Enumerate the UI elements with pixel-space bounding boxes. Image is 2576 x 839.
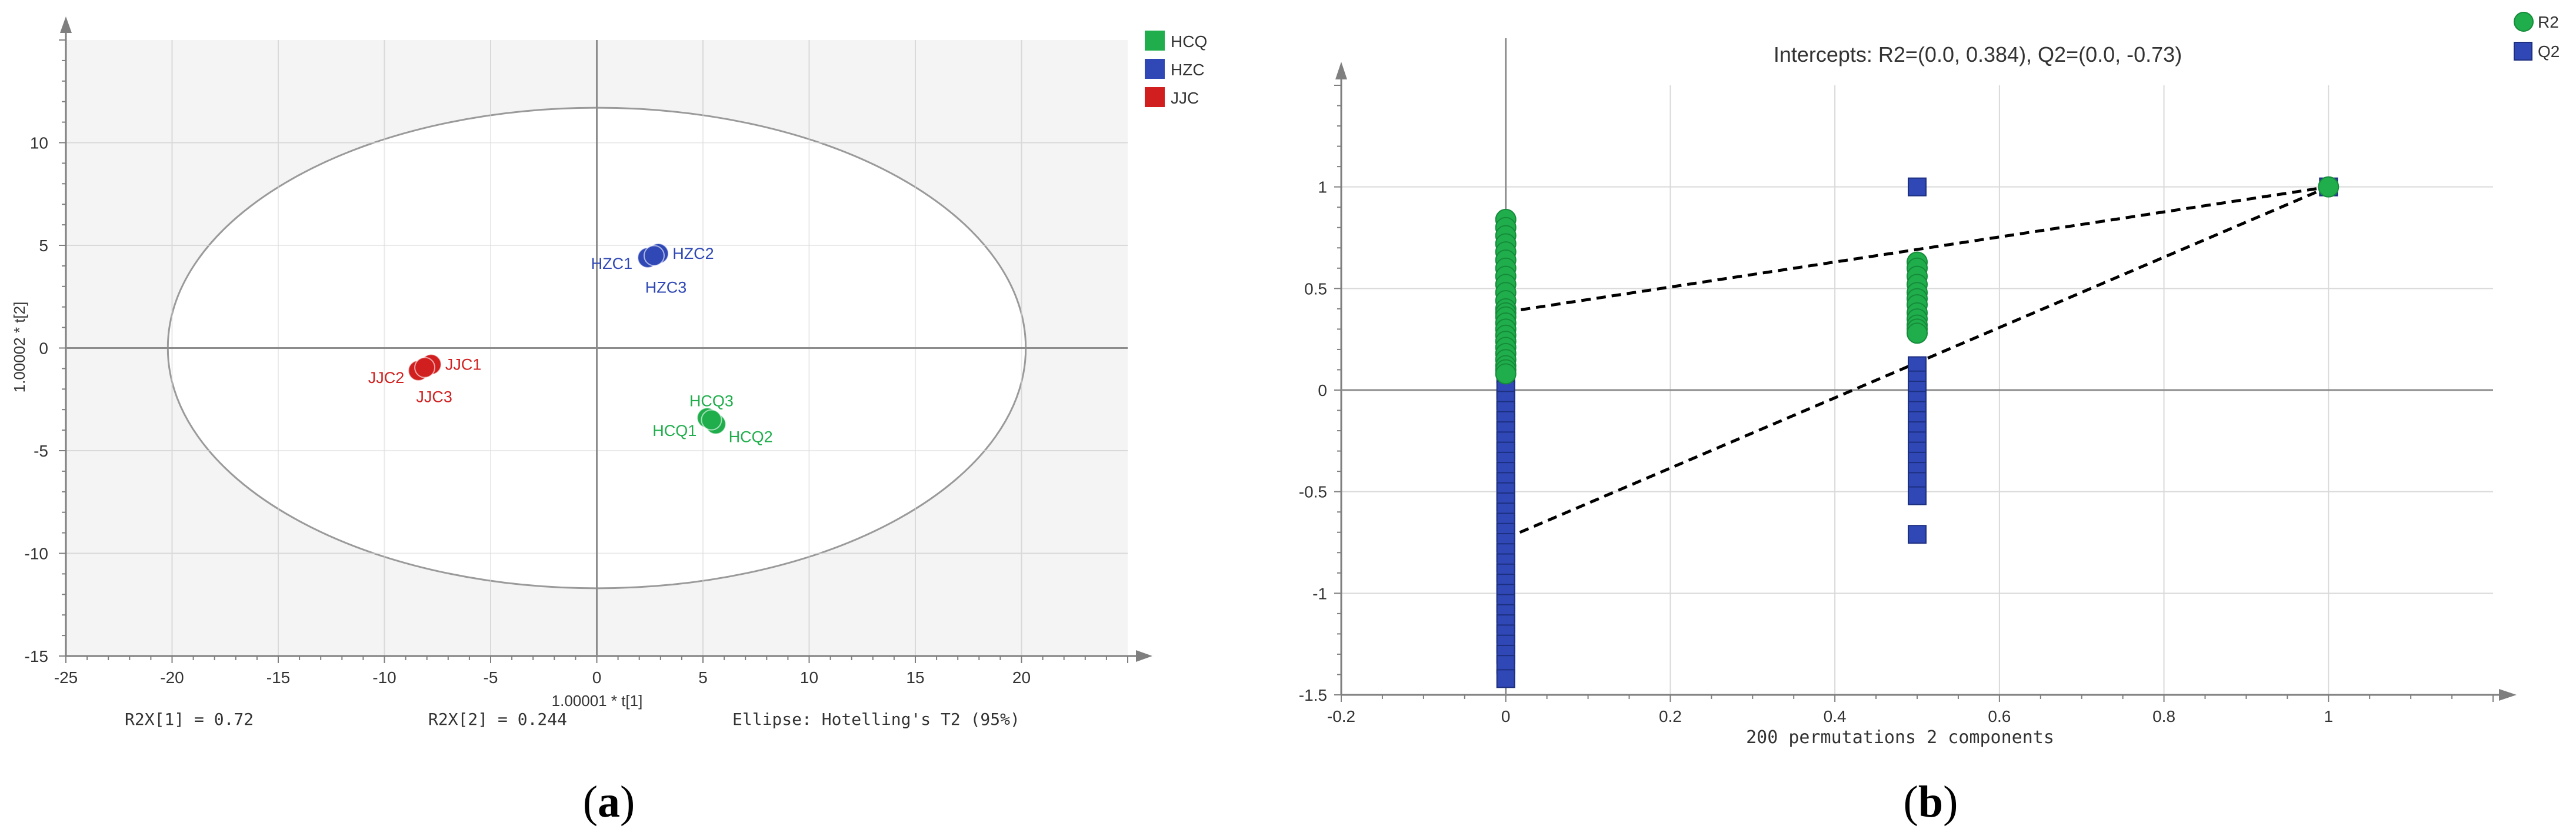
legend-label-q2: Q2 xyxy=(2538,42,2560,61)
q2-point xyxy=(1908,177,1927,197)
legend-label-r2: R2 xyxy=(2538,13,2559,31)
y-axis-arrow xyxy=(1335,62,1347,79)
panel-b-permutation-plot: Intercepts: R2=(0.0, 0.384), Q2=(0.0, -0… xyxy=(1299,12,2560,827)
point-label-hzc2: HZC2 xyxy=(672,245,714,262)
x-tick-label: 10 xyxy=(800,668,818,687)
r2x2-label: R2X[2] = 0.244 xyxy=(428,710,567,729)
legend-label-hzc: HZC xyxy=(1171,61,1205,79)
x-tick-label: 20 xyxy=(1012,668,1031,687)
point-label-hcq2: HCQ2 xyxy=(729,428,773,446)
panel-b-points xyxy=(1495,176,2340,688)
ellipse-label: Ellipse: Hotelling's T2 (95%) xyxy=(732,710,1020,729)
legend-label-jjc: JJC xyxy=(1171,89,1199,107)
y-tick-label: 1 xyxy=(1318,178,1327,197)
x-tick-label: -5 xyxy=(484,668,498,687)
x-tick-label: 0.8 xyxy=(2152,707,2175,725)
x-tick-label: -25 xyxy=(54,668,78,687)
y-tick-label: -1 xyxy=(1312,584,1327,602)
panel-a-axes xyxy=(59,16,1152,663)
y-axis-arrow xyxy=(60,16,72,33)
panel-a-caption: (a) xyxy=(583,777,635,827)
legend-label-hcq: HCQ xyxy=(1171,32,1207,51)
x-tick-label: 5 xyxy=(698,668,708,687)
panel-b-caption: (b) xyxy=(1904,777,1958,827)
y-tick-label: 0.5 xyxy=(1304,279,1327,298)
y-tick-label: 0 xyxy=(1318,381,1327,399)
panel-b-title: Intercepts: R2=(0.0, 0.384), Q2=(0.0, -0… xyxy=(1774,42,2182,66)
x-tick-label: 15 xyxy=(906,668,924,687)
point-label-hzc1: HZC1 xyxy=(591,255,633,272)
x-tick-label: -10 xyxy=(372,668,396,687)
y-tick-label: -15 xyxy=(25,647,48,665)
y-tick-label: -10 xyxy=(25,545,48,563)
point-label-jjc2: JJC2 xyxy=(368,369,405,387)
panel-b-tick-labels: -0.2 0 0.2 0.4 0.6 0.8 1 -1.5 -1 -0.5 0 0.5 1 xyxy=(1299,178,2333,725)
y-tick-label: 5 xyxy=(39,237,48,255)
point-jjc3 xyxy=(414,357,436,378)
q2-point xyxy=(1908,486,1927,505)
point-label-hcq3: HCQ3 xyxy=(689,392,734,410)
q2-point xyxy=(1908,525,1927,544)
panel-a-points xyxy=(408,242,727,435)
panel-a-point-labels: HCQ1 HCQ2 HCQ3 HZC1 HZC2 HZC3 JJC1 JJC2 JJC3 xyxy=(368,245,773,446)
y-tick-label: 0 xyxy=(39,339,48,358)
legend-swatch-hzc xyxy=(1145,59,1165,79)
point-hzc3 xyxy=(643,245,665,267)
panel-a-legend: HCQ HZC JJC xyxy=(1145,31,1207,107)
panel-a-ylabel: 1.00002 * t[2] xyxy=(11,302,28,393)
panel-a-tick-labels: -25 -20 -15 -10 -5 0 5 10 15 20 -15 -10 -5 0 5 10 xyxy=(25,134,1031,687)
point-label-jjc1: JJC1 xyxy=(445,355,482,373)
panel-b-legend: R2 Q2 xyxy=(2514,12,2560,61)
x-tick-label: -15 xyxy=(266,668,290,687)
r2-point xyxy=(1495,363,1517,385)
x-tick-label: -20 xyxy=(160,668,184,687)
x-tick-label: 0 xyxy=(1501,707,1511,725)
panel-b-xlabel: 200 permutations 2 components xyxy=(1746,727,2054,748)
y-tick-label: 10 xyxy=(30,134,48,152)
legend-swatch-hcq xyxy=(1145,31,1165,51)
x-tick-label: 0.6 xyxy=(1988,707,2011,725)
r2x1-label: R2X[1] = 0.72 xyxy=(125,710,254,729)
x-tick-label: 0.2 xyxy=(1659,707,1682,725)
point-hcq3 xyxy=(701,409,722,431)
x-axis-arrow xyxy=(1136,650,1152,662)
y-tick-label: -1.5 xyxy=(1299,686,1327,704)
x-tick-label: 0.4 xyxy=(1824,707,1847,725)
legend-swatch-jjc xyxy=(1145,87,1165,107)
x-tick-label: 0 xyxy=(592,668,602,687)
regression-line-r2 xyxy=(1505,185,2329,314)
y-tick-label: -0.5 xyxy=(1299,483,1327,501)
x-axis-arrow xyxy=(2499,689,2517,701)
point-label-jjc3: JJC3 xyxy=(416,388,452,406)
r2-point xyxy=(2318,176,2340,198)
y-tick-label: -5 xyxy=(34,442,48,460)
point-label-hcq1: HCQ1 xyxy=(652,422,697,440)
q2-point xyxy=(1496,669,1515,688)
point-label-hzc3: HZC3 xyxy=(645,278,687,296)
legend-marker-r2 xyxy=(2514,12,2534,32)
legend-marker-q2 xyxy=(2514,42,2532,61)
r2-point xyxy=(1907,322,1928,344)
x-tick-label: -0.2 xyxy=(1327,707,1355,725)
x-tick-label: 1 xyxy=(2324,707,2333,725)
panel-a-xlabel: 1.00001 * t[1] xyxy=(552,692,643,710)
